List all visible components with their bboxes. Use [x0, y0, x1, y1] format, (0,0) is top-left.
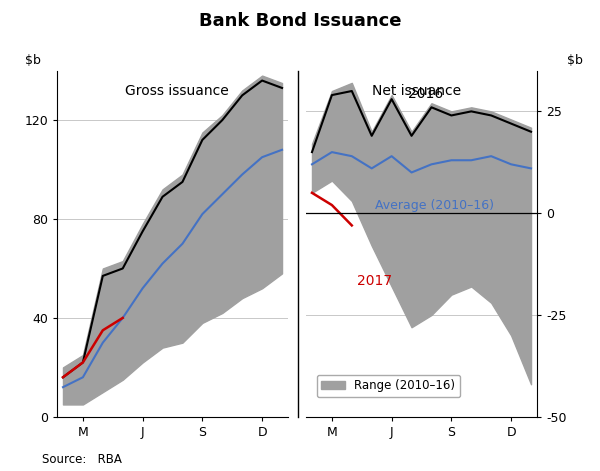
Text: 2016: 2016 — [409, 87, 444, 101]
Text: $b: $b — [25, 54, 41, 67]
Text: Average (2010–16): Average (2010–16) — [376, 199, 494, 212]
Text: Source:   RBA: Source: RBA — [42, 453, 122, 466]
Text: Net issuance: Net issuance — [373, 84, 461, 98]
Text: $b: $b — [567, 54, 583, 67]
Text: Gross issuance: Gross issuance — [125, 84, 229, 98]
Text: Bank Bond Issuance: Bank Bond Issuance — [199, 12, 401, 30]
Text: 2017: 2017 — [357, 274, 392, 288]
Legend: Range (2010–16): Range (2010–16) — [317, 374, 460, 397]
